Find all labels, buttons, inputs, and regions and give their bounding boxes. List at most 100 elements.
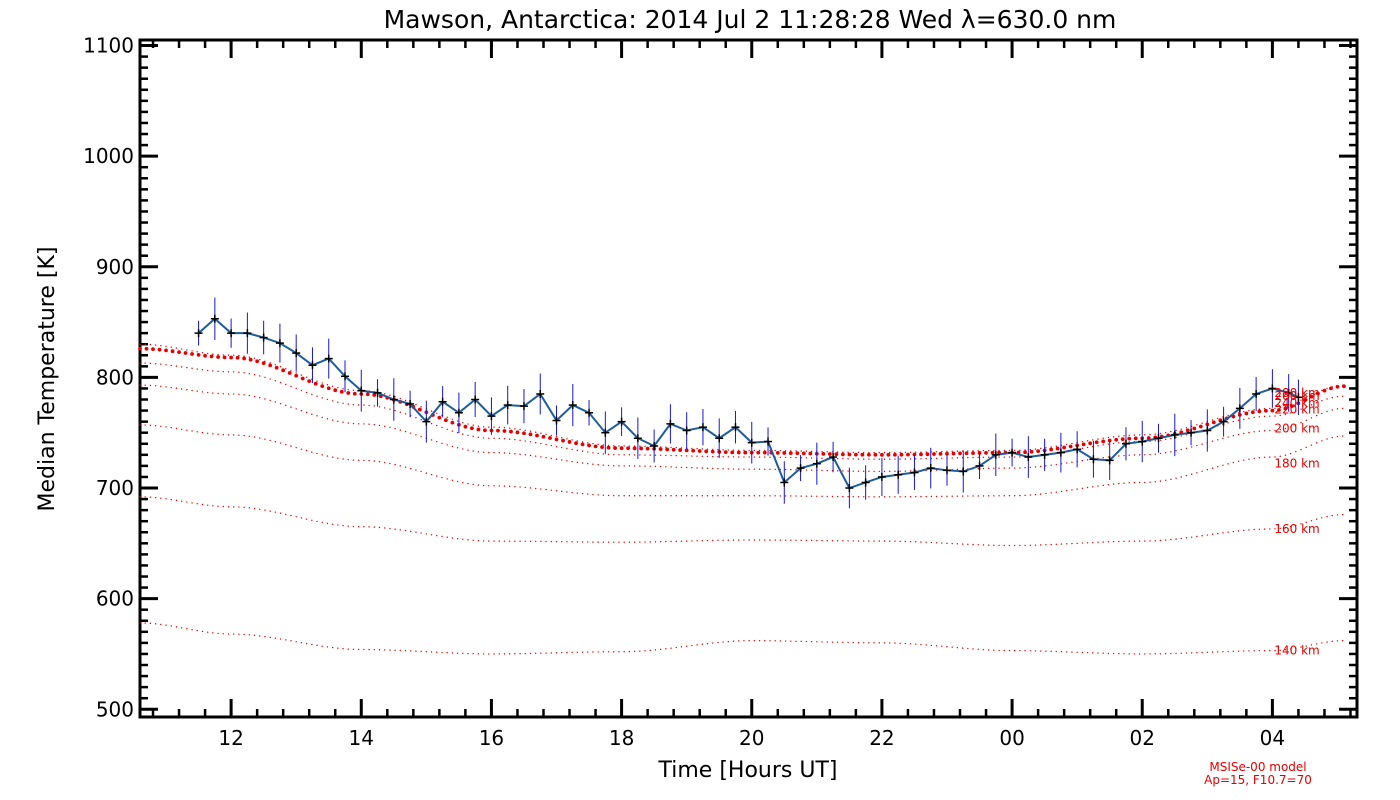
model-point xyxy=(222,355,227,360)
model-point xyxy=(670,495,672,497)
model-point xyxy=(805,457,808,459)
model-point xyxy=(889,540,891,542)
model-point xyxy=(1164,539,1167,541)
model-point xyxy=(758,456,761,458)
model-point xyxy=(659,541,662,543)
model-point xyxy=(1086,486,1089,489)
model-point xyxy=(180,388,183,390)
model-point xyxy=(883,458,886,460)
model-point xyxy=(665,540,667,543)
model-point xyxy=(295,516,297,518)
model-point xyxy=(862,458,865,460)
model-point xyxy=(389,426,391,429)
model-point xyxy=(534,441,537,444)
model-point xyxy=(462,652,464,655)
model-point xyxy=(623,541,625,543)
model-point xyxy=(1076,542,1078,545)
model-point xyxy=(758,639,761,642)
model-point xyxy=(430,439,433,441)
model-point xyxy=(977,450,979,452)
model-point xyxy=(1034,466,1037,468)
model-point xyxy=(1008,649,1011,652)
model-point xyxy=(384,527,386,529)
model-point xyxy=(857,470,860,472)
model-point xyxy=(998,449,1000,452)
model-point xyxy=(1289,452,1292,455)
model-point xyxy=(1164,452,1167,454)
model-point xyxy=(1232,650,1235,653)
model-point xyxy=(790,456,792,459)
model-point xyxy=(1055,491,1058,493)
model-point xyxy=(587,651,589,653)
model-point xyxy=(1088,441,1093,446)
model-point xyxy=(831,641,834,643)
model-point xyxy=(701,467,703,469)
model-point xyxy=(1237,460,1240,463)
model-point xyxy=(222,633,225,635)
model-point xyxy=(372,393,377,397)
model-point xyxy=(1305,406,1307,408)
model-point xyxy=(587,442,589,444)
model-point xyxy=(675,646,677,649)
x-tick-label: 16 xyxy=(479,726,504,750)
model-point xyxy=(524,429,526,432)
model-point xyxy=(285,368,287,370)
model-point xyxy=(274,364,277,366)
model-point xyxy=(706,467,709,470)
model-point xyxy=(279,366,282,368)
model-point xyxy=(451,445,454,448)
model-point xyxy=(706,448,709,450)
model-point xyxy=(706,642,709,645)
model-point xyxy=(774,539,776,541)
model-point xyxy=(1263,407,1266,410)
model-point xyxy=(160,497,162,499)
model-point xyxy=(764,468,766,470)
model-point xyxy=(685,540,688,542)
model-point xyxy=(357,648,360,651)
model-point xyxy=(938,451,943,456)
model-point xyxy=(206,391,209,394)
model-point xyxy=(1081,447,1084,450)
altitude-label: 180 km xyxy=(1274,457,1319,471)
model-point xyxy=(1315,414,1318,417)
model-point xyxy=(805,450,808,452)
model-point xyxy=(873,540,875,542)
model-point xyxy=(753,456,756,458)
model-point xyxy=(592,452,594,454)
model-point xyxy=(904,642,907,645)
model-point xyxy=(639,445,641,447)
model-point xyxy=(1029,449,1034,454)
model-point xyxy=(373,526,375,528)
model-point xyxy=(389,462,391,465)
model-point xyxy=(1034,544,1037,546)
model-point xyxy=(477,436,480,439)
model-point xyxy=(1107,436,1110,439)
model-point xyxy=(769,449,771,452)
model-point xyxy=(748,468,750,470)
model-point xyxy=(717,448,719,451)
model-point xyxy=(1159,452,1162,455)
model-point xyxy=(482,426,485,428)
model-point xyxy=(352,422,355,425)
model-point xyxy=(722,456,724,458)
model-point xyxy=(1019,494,1021,497)
model-point xyxy=(706,455,709,458)
model-point xyxy=(712,642,714,644)
model-curves xyxy=(138,343,1346,655)
model-point xyxy=(206,432,209,434)
model-point xyxy=(1331,409,1333,411)
model-point xyxy=(1331,640,1333,643)
model-point xyxy=(1144,481,1146,484)
model-point xyxy=(1196,472,1198,474)
model-point xyxy=(1112,436,1115,438)
model-point xyxy=(331,419,334,421)
model-point xyxy=(290,640,292,642)
model-point xyxy=(1149,433,1151,436)
model-point xyxy=(607,444,610,447)
model-point xyxy=(764,640,766,642)
model-point xyxy=(183,351,188,355)
model-point xyxy=(287,371,292,375)
model-point xyxy=(639,446,644,451)
model-point xyxy=(1003,467,1005,469)
model-point xyxy=(313,381,318,386)
